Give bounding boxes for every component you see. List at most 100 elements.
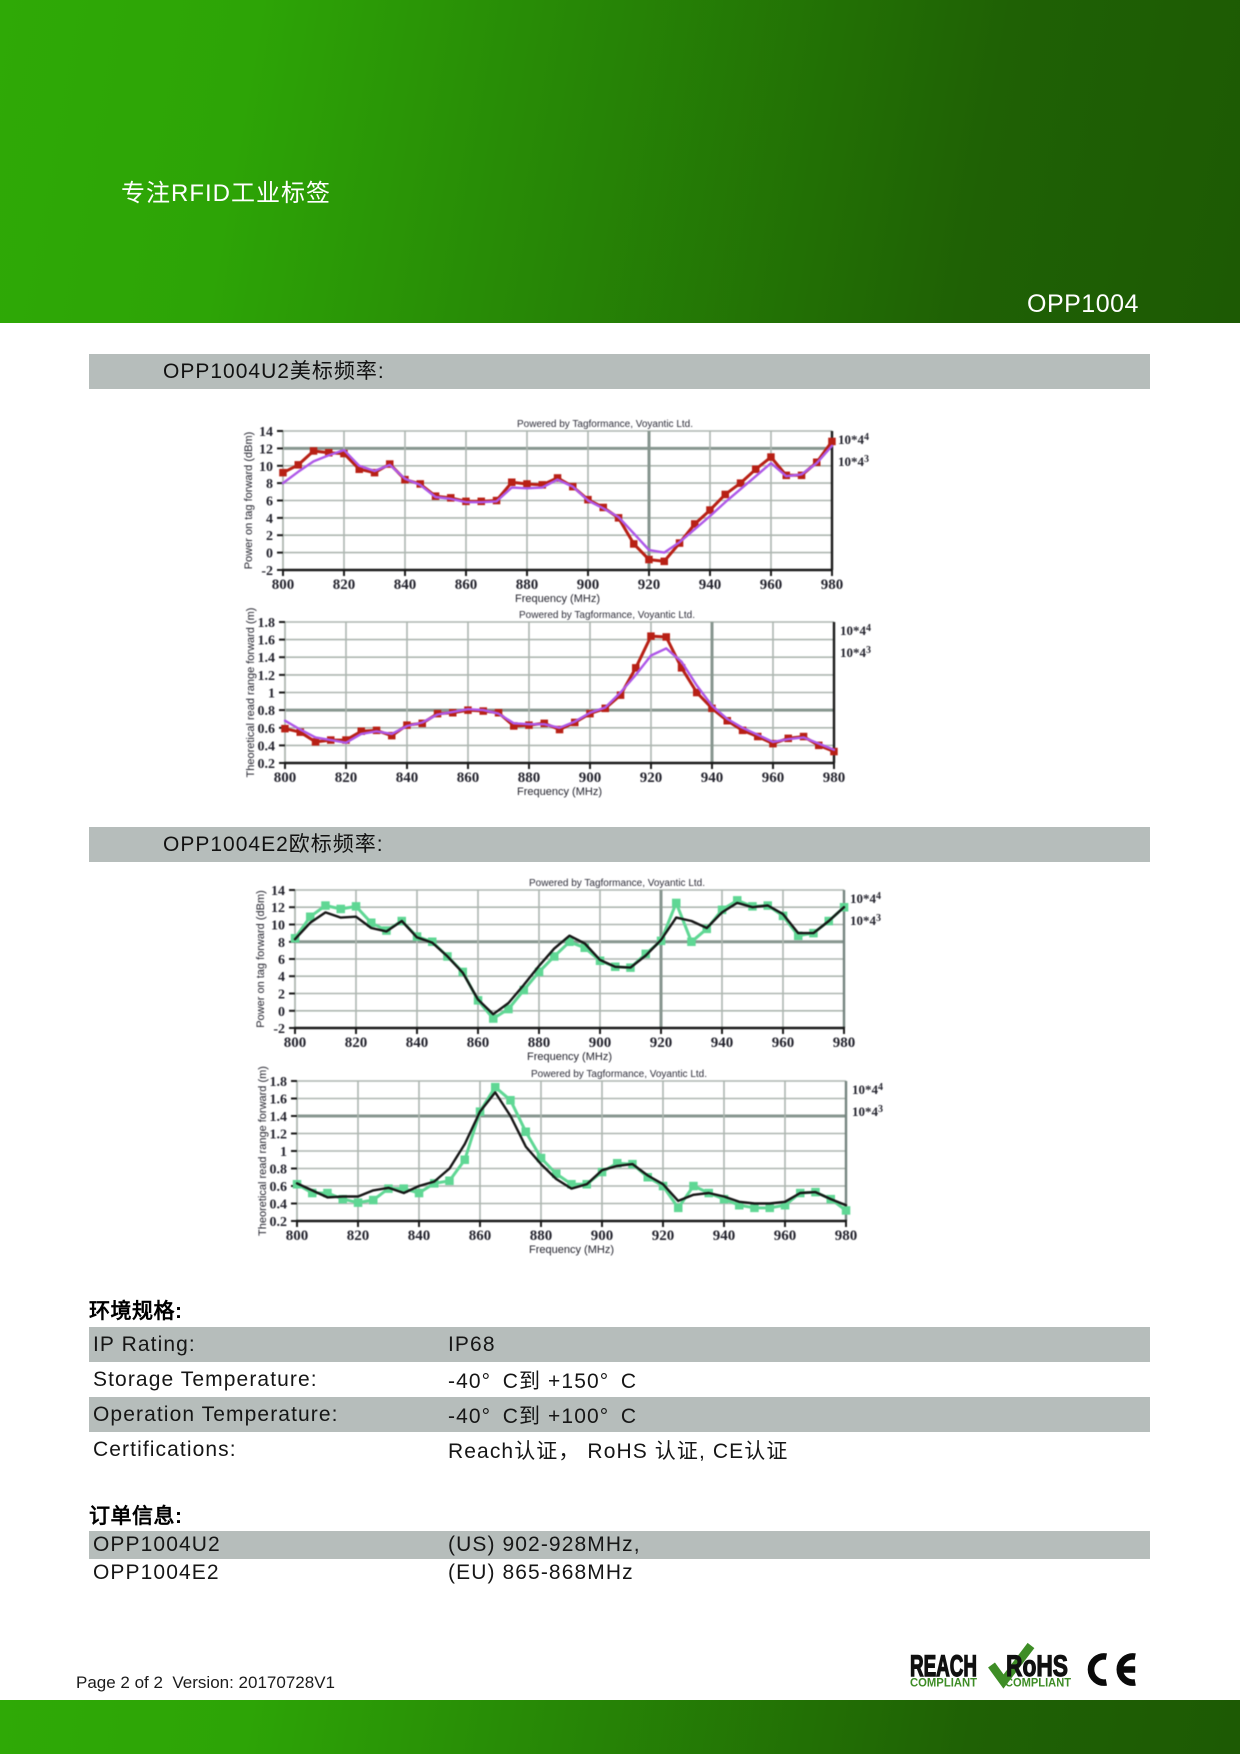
svg-text:1.4: 1.4 [258,651,276,666]
svg-text:10: 10 [271,919,285,934]
svg-text:1: 1 [268,687,275,702]
svg-text:800: 800 [274,770,297,786]
svg-text:940: 940 [701,770,724,786]
svg-text:10*44: 10*44 [838,432,869,447]
svg-text:12: 12 [271,901,285,916]
svg-text:6: 6 [266,495,273,510]
svg-text:820: 820 [347,1228,370,1244]
svg-text:14: 14 [271,884,285,899]
svg-text:860: 860 [467,1035,490,1051]
svg-text:1: 1 [280,1145,287,1160]
svg-text:980: 980 [821,577,844,593]
svg-text:800: 800 [286,1228,309,1244]
svg-text:920: 920 [650,1035,673,1051]
svg-text:10*43: 10*43 [850,913,881,928]
svg-text:1.4: 1.4 [270,1110,288,1125]
svg-text:0.2: 0.2 [258,757,276,772]
svg-text:Powered by Tagformance, Voyant: Powered by Tagformance, Voyantic Ltd. [529,878,705,889]
svg-text:0.6: 0.6 [270,1180,288,1195]
svg-text:940: 940 [699,577,722,593]
svg-text:2: 2 [266,529,273,544]
svg-text:8: 8 [266,477,273,492]
svg-text:0.4: 0.4 [270,1198,288,1213]
svg-text:860: 860 [455,577,478,593]
svg-text:820: 820 [345,1035,368,1051]
svg-text:840: 840 [394,577,417,593]
svg-text:0.2: 0.2 [270,1215,288,1230]
svg-text:10*43: 10*43 [840,645,871,660]
svg-text:-2: -2 [273,1022,285,1037]
svg-text:10: 10 [259,460,273,475]
svg-text:6: 6 [278,953,285,968]
svg-text:12: 12 [259,442,273,457]
svg-text:1.8: 1.8 [270,1075,288,1090]
svg-text:Power on tag forward (dBm): Power on tag forward (dBm) [243,432,255,570]
svg-text:980: 980 [823,770,846,786]
svg-text:Power on tag forward (dBm): Power on tag forward (dBm) [255,890,267,1028]
svg-text:940: 940 [711,1035,734,1051]
svg-text:0: 0 [266,547,273,562]
svg-text:900: 900 [591,1228,614,1244]
svg-text:820: 820 [335,770,358,786]
svg-text:980: 980 [835,1228,858,1244]
svg-text:880: 880 [516,577,539,593]
svg-text:880: 880 [518,770,541,786]
svg-text:Frequency (MHz): Frequency (MHz) [515,593,600,605]
svg-text:1.2: 1.2 [270,1128,288,1143]
svg-text:COMPLIANT: COMPLIANT [1005,1676,1072,1690]
svg-text:840: 840 [396,770,419,786]
svg-text:920: 920 [640,770,663,786]
svg-text:Powered by Tagformance, Voyant: Powered by Tagformance, Voyantic Ltd. [517,419,693,430]
svg-text:0.8: 0.8 [270,1163,288,1178]
svg-text:940: 940 [713,1228,736,1244]
svg-text:0.4: 0.4 [258,739,276,754]
svg-text:980: 980 [833,1035,856,1051]
svg-text:880: 880 [528,1035,551,1051]
svg-text:4: 4 [266,512,273,527]
svg-text:8: 8 [278,936,285,951]
svg-text:COMPLIANT: COMPLIANT [910,1676,978,1690]
svg-text:960: 960 [760,577,783,593]
svg-text:1.6: 1.6 [270,1093,288,1108]
svg-text:2: 2 [278,988,285,1003]
svg-text:820: 820 [333,577,356,593]
svg-text:Frequency (MHz): Frequency (MHz) [529,1244,614,1256]
svg-text:900: 900 [577,577,600,593]
svg-text:1.2: 1.2 [258,669,276,684]
svg-text:10*44: 10*44 [840,623,871,638]
svg-text:RoHS: RoHS [1006,1650,1068,1683]
svg-text:Powered by Tagformance, Voyant: Powered by Tagformance, Voyantic Ltd. [519,610,695,621]
svg-text:Powered by Tagformance, Voyant: Powered by Tagformance, Voyantic Ltd. [531,1069,707,1080]
svg-text:900: 900 [589,1035,612,1051]
svg-text:Theoretical read range forward: Theoretical read range forward (m) [245,608,257,778]
svg-text:10*44: 10*44 [850,891,881,906]
svg-text:Frequency (MHz): Frequency (MHz) [527,1051,612,1063]
svg-text:1.8: 1.8 [258,616,276,631]
svg-text:Theoretical read range forward: Theoretical read range forward (m) [257,1066,269,1236]
svg-text:920: 920 [638,577,661,593]
svg-text:0: 0 [278,1005,285,1020]
svg-text:960: 960 [772,1035,795,1051]
svg-text:960: 960 [774,1228,797,1244]
svg-text:10*43: 10*43 [852,1104,883,1119]
svg-text:840: 840 [408,1228,431,1244]
svg-text:10*44: 10*44 [852,1082,883,1097]
svg-text:800: 800 [272,577,295,593]
svg-text:10*43: 10*43 [838,454,869,469]
svg-text:900: 900 [579,770,602,786]
svg-text:-2: -2 [261,564,273,579]
svg-text:840: 840 [406,1035,429,1051]
svg-text:1.6: 1.6 [258,634,276,649]
svg-text:860: 860 [469,1228,492,1244]
svg-text:0.6: 0.6 [258,722,276,737]
svg-text:800: 800 [284,1035,307,1051]
svg-text:920: 920 [652,1228,675,1244]
svg-text:880: 880 [530,1228,553,1244]
svg-text:Frequency (MHz): Frequency (MHz) [517,786,602,798]
svg-text:14: 14 [259,425,273,440]
svg-text:960: 960 [762,770,785,786]
svg-text:REACH: REACH [910,1650,977,1683]
svg-text:860: 860 [457,770,480,786]
svg-text:0.8: 0.8 [258,704,276,719]
svg-text:4: 4 [278,970,285,985]
